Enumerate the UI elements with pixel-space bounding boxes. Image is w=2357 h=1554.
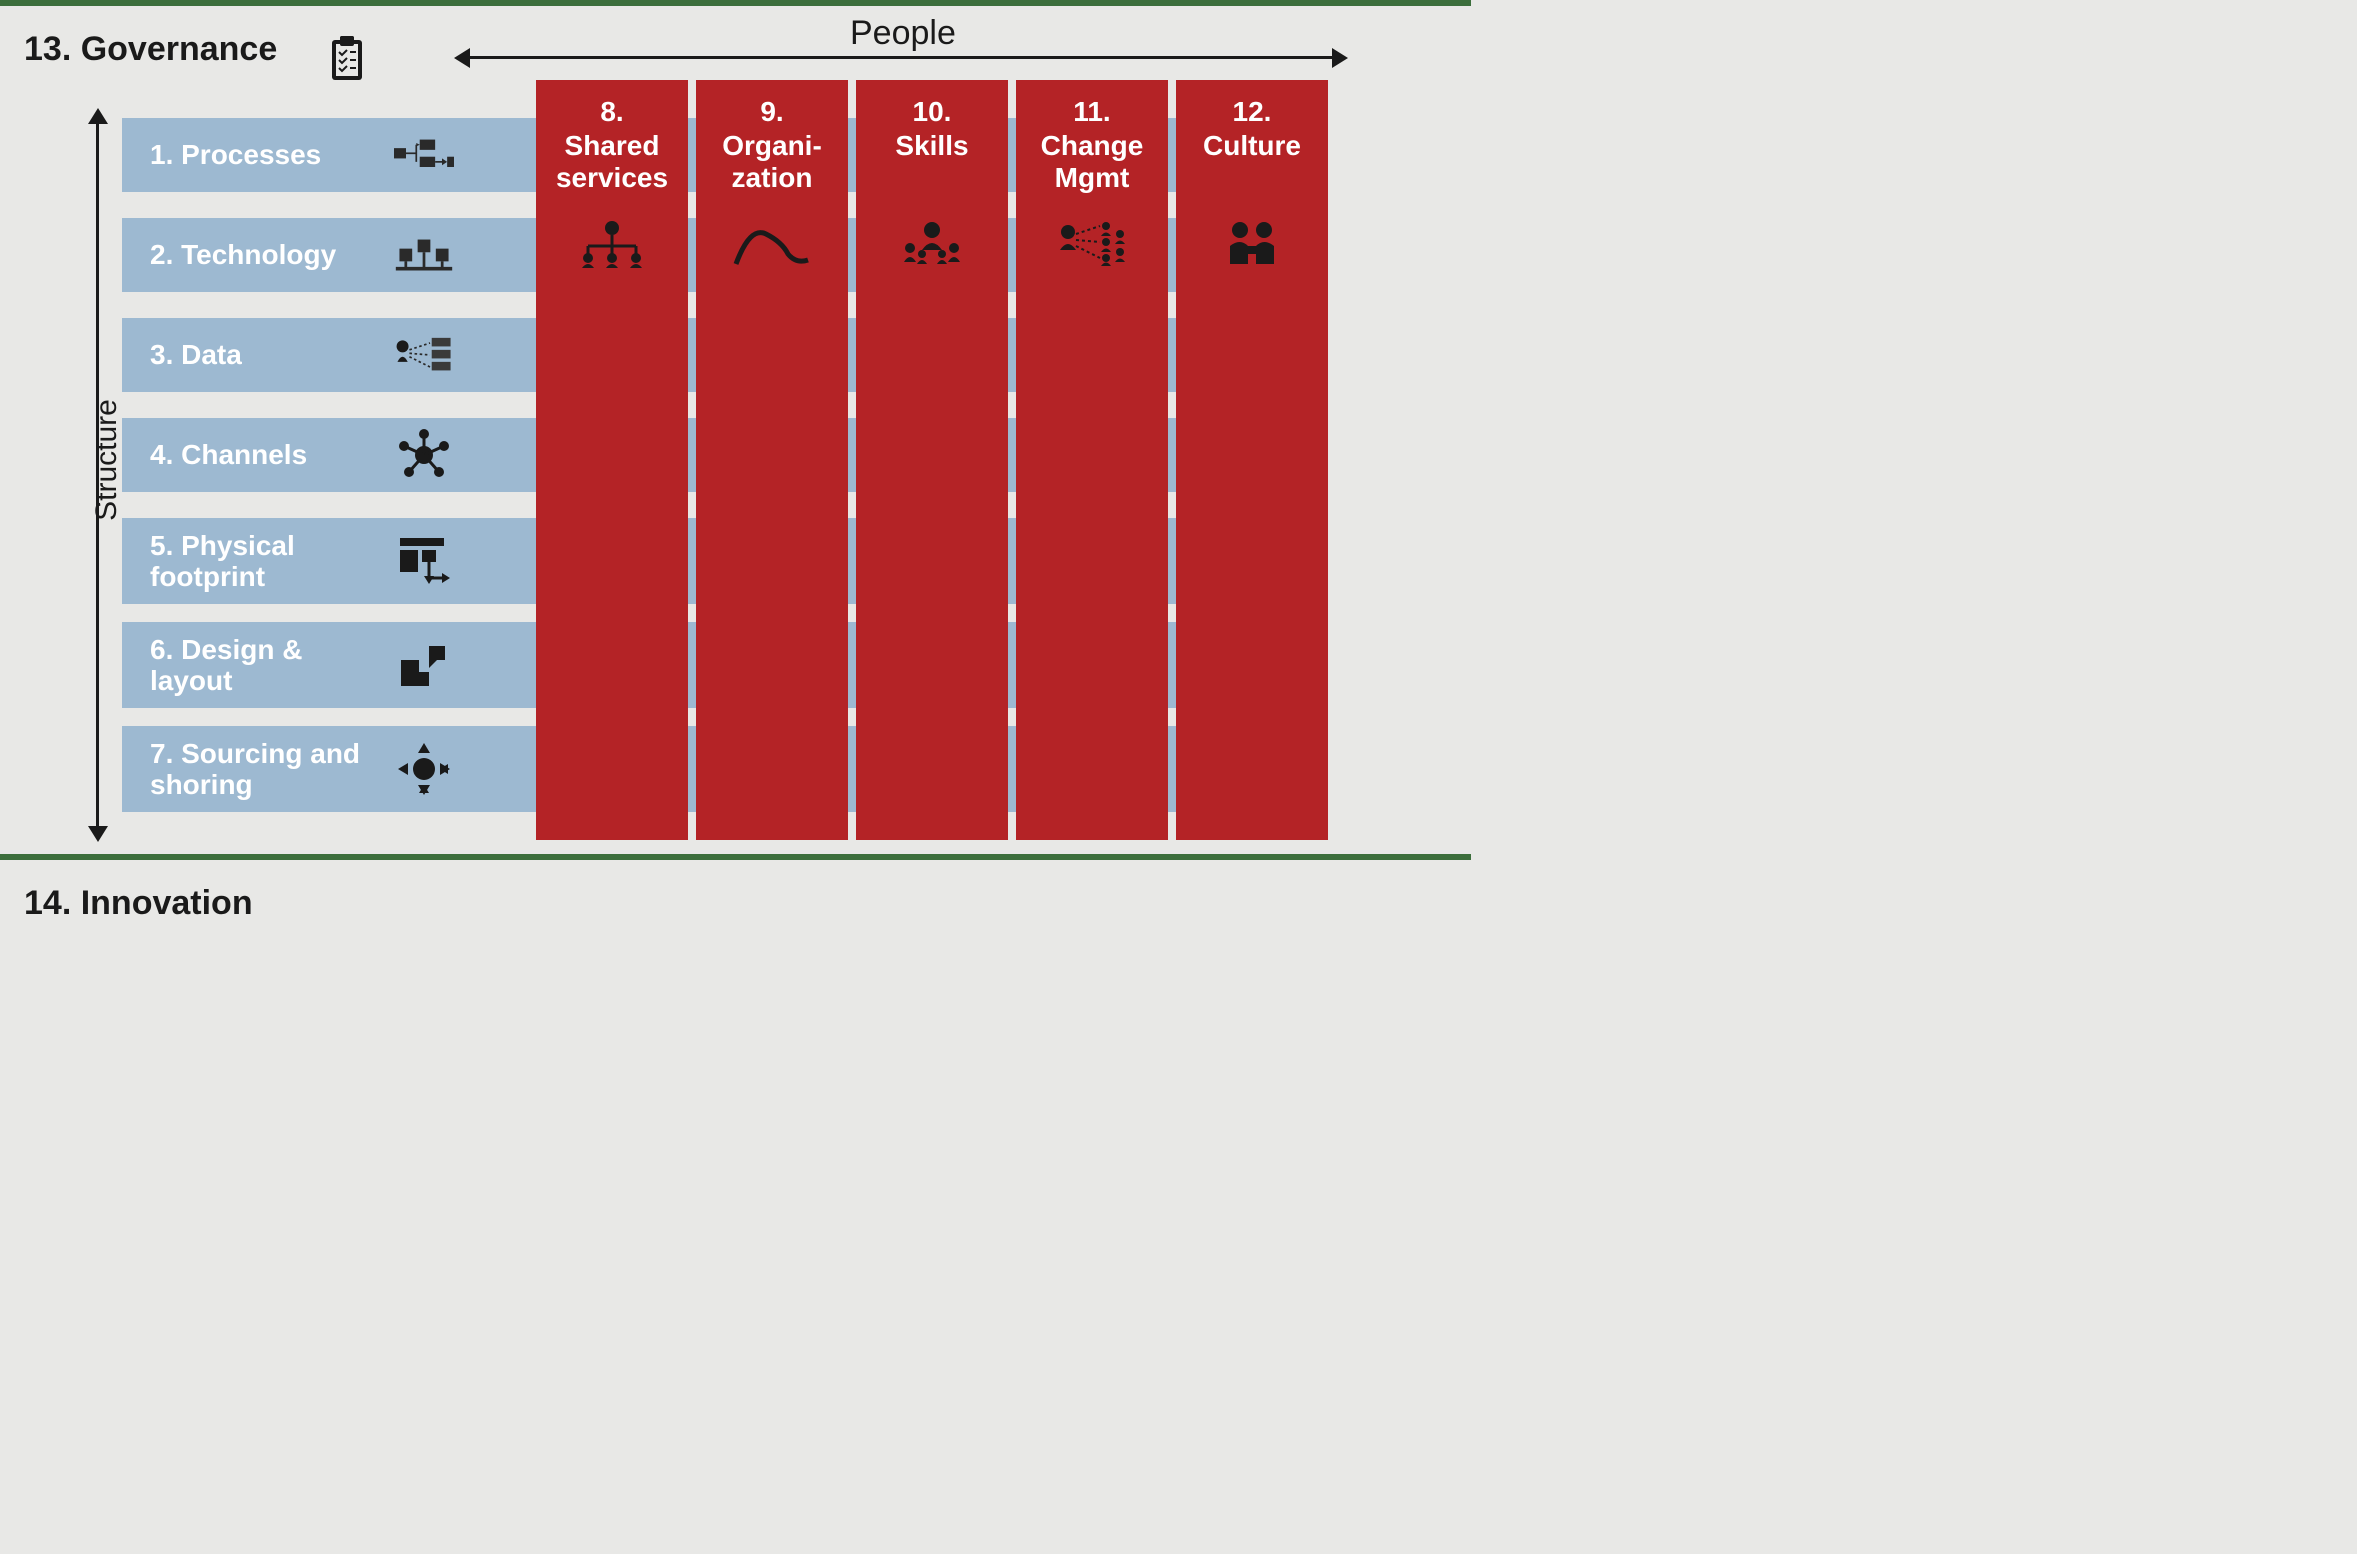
people-col-10: 10.Skills bbox=[856, 80, 1008, 840]
people-col-11: 11.ChangeMgmt bbox=[1016, 80, 1168, 840]
people-col-label: Organi-zation bbox=[696, 130, 848, 194]
people-col-number: 9. bbox=[696, 96, 848, 128]
people-arrow bbox=[466, 56, 1336, 59]
structure-row-label: 1. Processes bbox=[150, 139, 321, 171]
design-icon bbox=[394, 635, 454, 695]
people-col-label: Skills bbox=[856, 130, 1008, 194]
governance-title: 13. Governance bbox=[24, 30, 277, 69]
structure-row-2: 2. Technology bbox=[122, 218, 524, 292]
structure-row-1: 1. Processes bbox=[122, 118, 524, 192]
structure-row-label: 7. Sourcing andshoring bbox=[150, 738, 360, 799]
structure-row-label: 6. Design &layout bbox=[150, 634, 302, 695]
technology-icon bbox=[394, 225, 454, 285]
people-col-number: 11. bbox=[1016, 96, 1168, 128]
structure-row-4: 4. Channels bbox=[122, 418, 524, 492]
change-icon bbox=[1016, 220, 1168, 266]
footprint-icon bbox=[394, 531, 454, 591]
structure-arrow bbox=[96, 120, 99, 830]
top-border bbox=[0, 0, 1471, 6]
structure-row-6: 6. Design &layout bbox=[122, 622, 524, 708]
people-col-12: 12.Culture bbox=[1176, 80, 1328, 840]
people-col-label: ChangeMgmt bbox=[1016, 130, 1168, 194]
structure-row-label: 2. Technology bbox=[150, 239, 336, 271]
structure-axis-label: Structure bbox=[90, 399, 124, 521]
skills-icon bbox=[856, 220, 1008, 264]
clipboard-icon bbox=[326, 34, 368, 89]
bottom-border bbox=[0, 854, 1471, 860]
people-col-9: 9.Organi-zation bbox=[696, 80, 848, 840]
structure-row-5: 5. Physicalfootprint bbox=[122, 518, 524, 604]
process-icon bbox=[394, 125, 454, 185]
people-col-number: 12. bbox=[1176, 96, 1328, 128]
structure-row-3: 3. Data bbox=[122, 318, 524, 392]
structure-row-label: 5. Physicalfootprint bbox=[150, 530, 295, 591]
organization-icon bbox=[696, 220, 848, 270]
channels-icon bbox=[394, 425, 454, 485]
people-col-label: Culture bbox=[1176, 130, 1328, 194]
culture-icon bbox=[1176, 220, 1328, 266]
structure-row-label: 3. Data bbox=[150, 339, 242, 371]
people-axis-label: People bbox=[850, 14, 956, 53]
shared-icon bbox=[536, 220, 688, 268]
structure-row-7: 7. Sourcing andshoring bbox=[122, 726, 524, 812]
people-col-number: 10. bbox=[856, 96, 1008, 128]
data-icon bbox=[394, 325, 454, 385]
people-col-8: 8.Sharedservices bbox=[536, 80, 688, 840]
structure-row-label: 4. Channels bbox=[150, 439, 307, 471]
innovation-title: 14. Innovation bbox=[24, 884, 253, 923]
people-col-number: 8. bbox=[536, 96, 688, 128]
people-col-label: Sharedservices bbox=[536, 130, 688, 194]
sourcing-icon bbox=[394, 739, 454, 799]
